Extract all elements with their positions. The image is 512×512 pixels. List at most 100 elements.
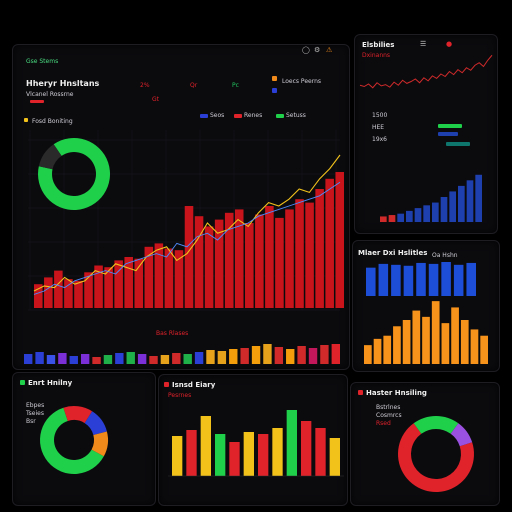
bottom-left-legend-1: Ebpes — [26, 402, 45, 409]
main-bars-bar-12 — [154, 243, 164, 308]
right-mid-orange-bar-11 — [470, 329, 479, 364]
section-dot — [24, 118, 28, 122]
bottom-mid-bars-bar-7 — [272, 428, 283, 476]
legend-swatch-3 — [276, 114, 284, 118]
main-bars-bar-2 — [54, 270, 63, 308]
main-bars-bar-4 — [74, 280, 83, 308]
right-top-subtitle: Dxinanns — [362, 52, 391, 59]
main-mini-bars-bar-0 — [24, 354, 33, 364]
gear-icon[interactable]: ⚙ — [314, 46, 321, 54]
main-mini-bars-bar-15 — [194, 352, 204, 364]
status-dot — [30, 100, 44, 103]
kpi-4: Pc — [232, 82, 239, 89]
main-bars-bar-17 — [204, 226, 214, 308]
right-top-title: Elsbilies — [362, 41, 395, 49]
bottom-mid-bars-bar-1 — [186, 430, 197, 476]
main-bars-bar-28 — [315, 189, 324, 308]
filter-icon[interactable]: ● — [446, 40, 453, 48]
notice-icon — [272, 76, 277, 81]
bottom-mid-bars-bar-10 — [315, 428, 326, 476]
right-top-legend-bar-3 — [446, 142, 470, 146]
bottom-left-donut-slice-0 — [39, 407, 104, 474]
legend-label-2: Renes — [244, 112, 263, 119]
right-mid-orange-bar-2 — [383, 335, 392, 364]
main-mini-bars-bar-1 — [35, 352, 44, 364]
main-bars-bar-8 — [114, 260, 123, 308]
right-mid-blue-bar-0 — [366, 267, 376, 296]
right-mid-blue-bar-3 — [403, 265, 414, 296]
brand-label: Gse Stems — [26, 58, 59, 65]
bottom-right-donut-slice-1 — [413, 416, 459, 434]
main-mini-bars-bar-23 — [286, 349, 295, 364]
bottom-mid-bars-bar-0 — [172, 436, 183, 476]
main-mini-bars-bar-14 — [183, 354, 192, 364]
main-mini-bars-bar-8 — [115, 353, 124, 364]
right-mid-blue-bar-5 — [428, 263, 439, 296]
main-bars-bar-16 — [194, 216, 204, 308]
main-mini-bars-bar-24 — [297, 346, 306, 364]
main-bars-bar-14 — [174, 250, 184, 308]
notice-text: Loecs Peerns — [282, 78, 322, 85]
menu-icon[interactable]: ☰ — [420, 40, 427, 48]
main-mini-bars-bar-25 — [308, 348, 318, 364]
right-mid-orange-bar-8 — [441, 323, 450, 364]
kpi-2: Gt — [152, 96, 160, 103]
right-mid-orange-bar-10 — [460, 320, 469, 364]
right-top-panel — [354, 34, 498, 234]
main-bars-bar-29 — [325, 178, 334, 308]
right-top-bars-bar-6 — [432, 202, 439, 222]
right-mid-subtitle: Oa Hshn — [432, 252, 458, 259]
right-top-bars-bar-11 — [475, 174, 482, 222]
right-top-legend-bar-2 — [438, 132, 458, 136]
bottom-right-legend-1: Bstrlnes — [376, 404, 401, 411]
legend-label-3: Setuss — [286, 112, 306, 119]
main-mini-bars-bar-6 — [92, 357, 101, 364]
main-mini-bars-bar-26 — [320, 345, 329, 364]
main-mini-bars-bar-21 — [263, 344, 272, 364]
right-top-bars-bar-4 — [414, 208, 422, 222]
right-top-legend-3: 19x6 — [372, 136, 388, 143]
right-top-line-series — [359, 54, 493, 89]
main-line-yellow — [33, 154, 341, 292]
main-bars-bar-3 — [64, 279, 73, 308]
right-mid-blue-bar-7 — [453, 264, 464, 296]
main-bars-bar-30 — [335, 172, 344, 308]
right-top-bars-bar-3 — [406, 210, 413, 222]
main-bars-bar-23 — [265, 206, 274, 308]
main-mini-bars-bar-3 — [58, 353, 67, 364]
bottom-right-legend-3: Rsed — [376, 420, 391, 427]
bottom-right-donut-slice-2 — [450, 423, 473, 447]
bottom-left-donut-slice-2 — [84, 411, 107, 435]
bottom-mid-subtitle: Pesrnes — [168, 392, 192, 399]
main-bars-bar-24 — [275, 217, 284, 308]
bottom-left-donut-slice-3 — [91, 431, 108, 457]
kpi-3: Qr — [190, 82, 198, 89]
main-mini-bars-bar-16 — [206, 350, 215, 364]
main-bars-bar-21 — [245, 223, 254, 308]
search-icon[interactable]: ◯ — [302, 46, 310, 54]
main-bars-bar-5 — [84, 272, 93, 308]
main-bars-bar-7 — [104, 267, 113, 308]
bell-icon[interactable]: ⚠ — [326, 46, 333, 54]
main-bars-bar-10 — [134, 258, 144, 308]
main-mini-bars-bar-4 — [69, 356, 78, 364]
main-bars-bar-9 — [124, 257, 133, 308]
right-mid-title: Mlaer Dxi Hslitles — [358, 249, 428, 257]
page-subtitle: Vlcanel Rossrne — [26, 91, 74, 98]
section-label: Fosd Boniting — [32, 118, 73, 125]
main-mini-bars-bar-12 — [160, 355, 170, 364]
main-mini-bars-bar-22 — [274, 347, 284, 364]
bottom-mid-bars-bar-4 — [229, 442, 240, 476]
main-mini-bars-bar-19 — [240, 348, 249, 364]
main-bars-bar-15 — [184, 206, 194, 308]
main-bars-bar-22 — [255, 214, 264, 308]
bottom-mid-bars-bar-6 — [258, 434, 269, 476]
main-mini-bars-bar-17 — [217, 351, 227, 364]
notice-icon-2 — [272, 88, 277, 93]
bottom-left-title: Enrt Hnilny — [28, 379, 73, 387]
right-top-bars-bar-10 — [466, 180, 474, 222]
bottom-right-legend-2: Cosmrcs — [376, 412, 402, 419]
page-title: Hheryr Hnsltans — [26, 79, 100, 88]
bottom-mid-title: Isnsd Eiary — [172, 381, 216, 389]
